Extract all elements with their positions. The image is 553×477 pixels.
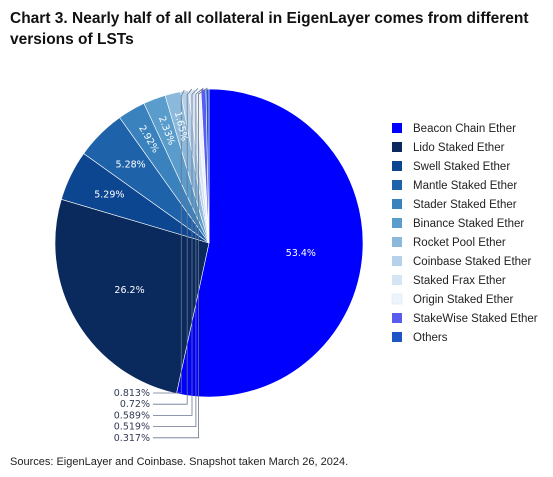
slice-beacon-chain-ether <box>176 88 364 398</box>
legend-label-staked-frax-ether: Staked Frax Ether <box>413 275 506 287</box>
legend-swatch-mantle-staked-ether <box>392 180 402 190</box>
legend-swatch-stakewise-staked-ether <box>392 313 402 323</box>
data-label-stakewise-staked-ether: 0.519% <box>114 422 150 433</box>
legend-label-binance-staked-ether: Binance Staked Ether <box>413 218 524 230</box>
data-label-origin-staked-ether: 0.589% <box>114 410 150 421</box>
legend-swatch-lido-staked-ether <box>392 142 402 152</box>
leader-line-others <box>153 87 208 439</box>
legend-label-swell-staked-ether: Swell Staked Ether <box>413 161 510 173</box>
legend-label-origin-staked-ether: Origin Staked Ether <box>413 294 514 306</box>
legend-label-mantle-staked-ether: Mantle Staked Ether <box>413 180 517 192</box>
legend-label-stader-staked-ether: Stader Staked Ether <box>413 199 517 211</box>
leader-line-coinbase-staked-ether <box>153 89 185 394</box>
slice-lido-staked-ether <box>54 198 210 394</box>
legend-swatch-rocket-pool-ether <box>392 237 402 247</box>
legend-label-coinbase-staked-ether: Coinbase Staked Ether <box>413 256 531 268</box>
legend-label-beacon-chain-ether: Beacon Chain Ether <box>413 123 516 135</box>
data-label-coinbase-staked-ether: 0.813% <box>114 388 150 399</box>
legend-label-others: Others <box>413 332 448 344</box>
legend: Beacon Chain Ether Lido Staked Ether Swell… <box>391 123 538 344</box>
legend-swatch-beacon-chain-ether <box>392 123 402 133</box>
legend-swatch-binance-staked-ether <box>392 218 402 228</box>
leader-line-origin-staked-ether <box>153 88 199 416</box>
source-note: Sources: EigenLayer and Coinbase. Snapsh… <box>10 456 349 468</box>
legend-swatch-swell-staked-ether <box>392 161 402 171</box>
legend-swatch-others <box>392 332 402 342</box>
leader-lines <box>153 87 208 439</box>
legend-label-rocket-pool-ether: Rocket Pool Ether <box>413 237 506 249</box>
legend-swatch-origin-staked-ether <box>391 293 403 305</box>
data-label-mantle-staked-ether: 5.28% <box>116 160 146 171</box>
data-label-beacon-chain-ether: 53.4% <box>286 248 316 259</box>
legend-swatch-stader-staked-ether <box>392 199 402 209</box>
legend-label-lido-staked-ether: Lido Staked Ether <box>413 142 505 154</box>
chart-title: Chart 3. Nearly half of all collateral i… <box>10 10 529 48</box>
leader-line-staked-frax-ether <box>153 88 193 405</box>
data-label-swell-staked-ether: 5.29% <box>94 189 124 200</box>
data-label-staked-frax-ether: 0.72% <box>120 399 150 410</box>
legend-label-stakewise-staked-ether: StakeWise Staked Ether <box>413 313 538 325</box>
leader-line-stakewise-staked-ether <box>153 87 204 428</box>
data-label-others: 0.317% <box>114 433 150 444</box>
data-label-lido-staked-ether: 26.2% <box>114 285 144 296</box>
legend-swatch-coinbase-staked-ether <box>392 256 402 266</box>
legend-swatch-staked-frax-ether <box>392 275 402 285</box>
pie-slices <box>54 88 364 398</box>
